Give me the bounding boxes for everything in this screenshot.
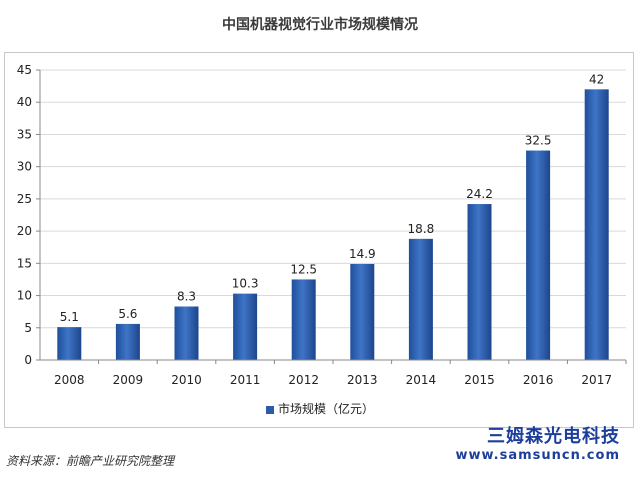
x-tick-label: 2015 [464, 373, 495, 387]
brand-watermark: 三姆森光电科技 www.samsuncn.com [455, 422, 620, 463]
data-label: 24.2 [466, 187, 493, 201]
data-label: 32.5 [525, 134, 552, 148]
chart-title: 中国机器视觉行业市场规模情况 [222, 17, 418, 33]
bar [584, 89, 609, 360]
y-tick-label: 10 [17, 289, 32, 303]
plot-frame [4, 52, 634, 428]
data-label: 10.3 [232, 277, 259, 291]
y-tick-label: 5 [24, 321, 32, 335]
bar [291, 279, 316, 360]
legend-swatch [265, 405, 274, 414]
bar [467, 204, 492, 360]
bar [350, 263, 375, 360]
x-tick-label: 2010 [171, 373, 202, 387]
x-tick-label: 2009 [113, 373, 144, 387]
data-label: 14.9 [349, 247, 376, 261]
data-label: 5.1 [60, 310, 79, 324]
x-tick-label: 2012 [288, 373, 319, 387]
brand-name: 三姆森光电科技 [487, 426, 620, 447]
x-tick-label: 2016 [523, 373, 554, 387]
bar [57, 327, 82, 360]
y-tick-label: 35 [17, 127, 32, 141]
y-tick-label: 25 [17, 192, 32, 206]
data-label: 12.5 [290, 262, 317, 276]
x-tick-label: 2013 [347, 373, 378, 387]
bar [233, 293, 258, 360]
y-tick-label: 20 [17, 224, 32, 238]
y-tick-label: 15 [17, 256, 32, 270]
y-tick-label: 40 [17, 95, 32, 109]
data-label: 5.6 [118, 307, 137, 321]
bar [526, 150, 551, 360]
y-tick-label: 45 [17, 63, 32, 77]
x-tick-label: 2014 [406, 373, 437, 387]
data-label: 18.8 [408, 222, 435, 236]
y-tick-label: 30 [17, 160, 32, 174]
x-tick-label: 2011 [230, 373, 261, 387]
data-label: 42 [589, 72, 604, 86]
bar [115, 323, 140, 360]
source-note: 资料来源：前瞻产业研究院整理 [6, 454, 175, 468]
y-tick-label: 0 [24, 353, 32, 367]
x-tick-label: 2008 [54, 373, 85, 387]
data-label: 8.3 [177, 290, 196, 304]
brand-url: www.samsuncn.com [455, 448, 620, 463]
legend: 市场规模（亿元） [0, 400, 640, 417]
bar [174, 306, 199, 360]
bar [408, 238, 433, 360]
x-tick-label: 2017 [581, 373, 612, 387]
legend-label: 市场规模（亿元） [277, 402, 374, 416]
